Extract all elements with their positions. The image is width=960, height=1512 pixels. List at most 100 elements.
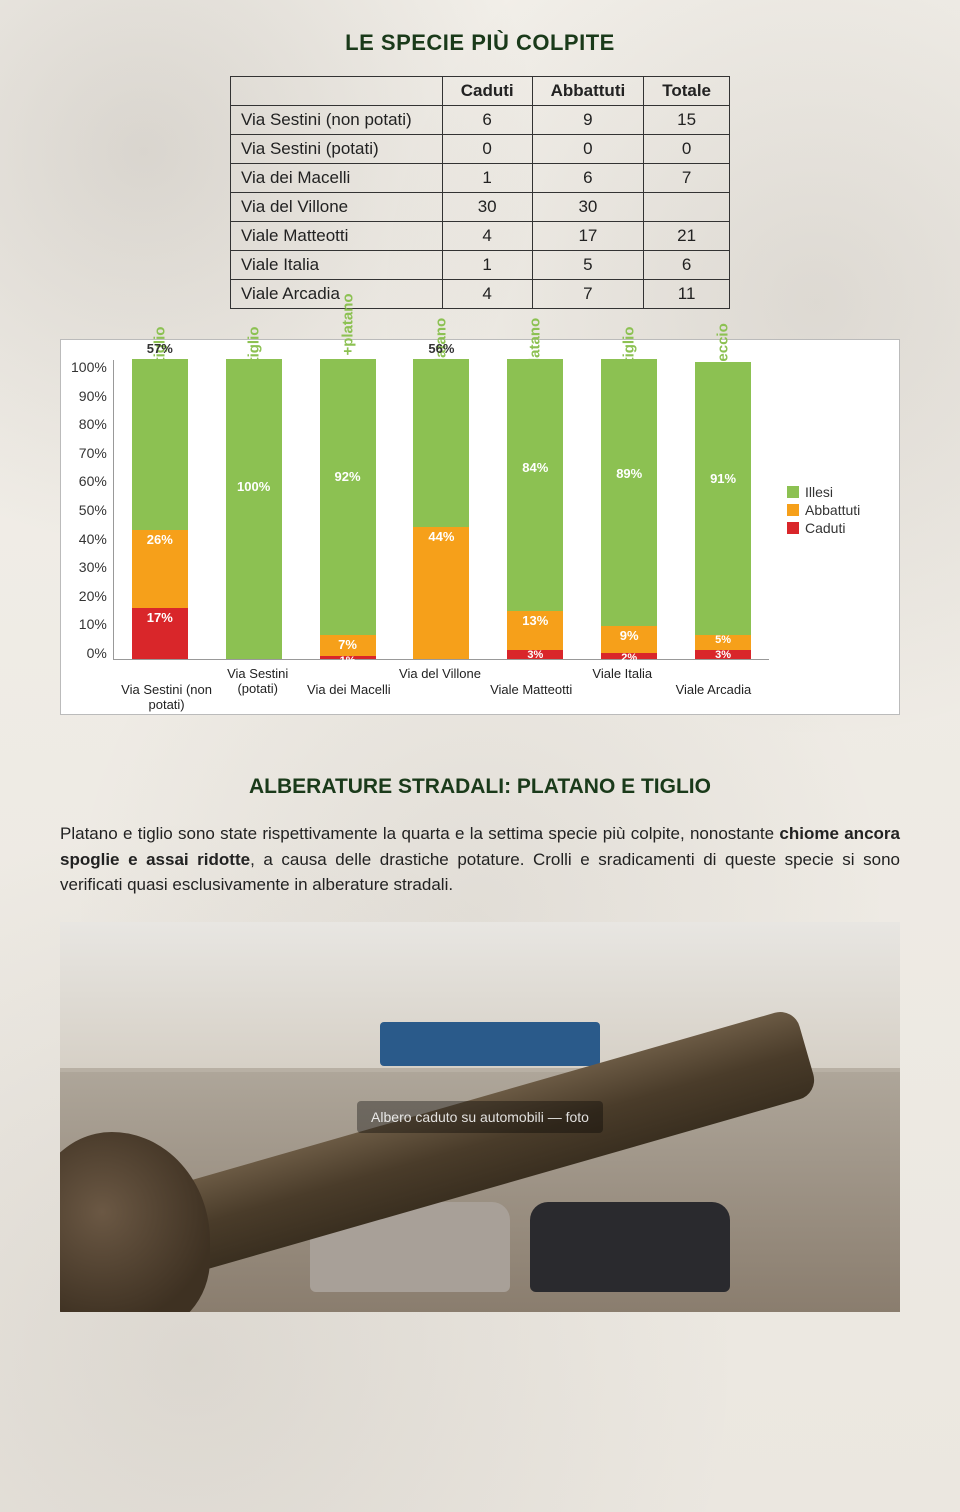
segment-value: 92% xyxy=(335,469,361,484)
y-tick: 90% xyxy=(79,389,107,403)
segment-value: 5% xyxy=(715,634,731,646)
legend-swatch xyxy=(787,522,799,534)
species-label: leccio xyxy=(715,323,732,366)
stacked-bar: leccio3%5%91% xyxy=(695,359,751,659)
x-label: Via Sestini (non potati) xyxy=(121,682,212,712)
fallen-tree-photo: Albero caduto su automobili — foto xyxy=(60,922,900,1312)
legend-swatch xyxy=(787,504,799,516)
legend-label: Illesi xyxy=(805,484,833,500)
x-label: Via Sestini (potati) xyxy=(212,666,303,696)
y-tick: 40% xyxy=(79,532,107,546)
y-tick: 70% xyxy=(79,446,107,460)
segment-value: 26% xyxy=(147,532,173,547)
bar-segment-illesi: 56% xyxy=(413,359,469,527)
bar-segment-abbattuti: 7% xyxy=(320,635,376,656)
y-tick: 10% xyxy=(79,617,107,631)
bar-column: tiglio +platano1%7%92% xyxy=(310,359,386,659)
bar-segment-illesi: 92% xyxy=(320,359,376,635)
segment-value: 89% xyxy=(616,466,642,481)
table-corner xyxy=(230,77,442,106)
table-cell: 6 xyxy=(644,251,730,280)
stacked-bar: tiglio100% xyxy=(226,359,282,659)
x-label: Via dei Macelli xyxy=(303,682,394,712)
table-cell: 21 xyxy=(644,222,730,251)
x-label: Via del Villone xyxy=(394,666,485,696)
segment-value: 100% xyxy=(237,479,270,494)
bar-column: platano44%56% xyxy=(403,359,479,659)
segment-value: 57% xyxy=(147,341,173,356)
x-label: Viale Italia xyxy=(577,666,668,696)
table-row-label: Viale Matteotti xyxy=(230,222,442,251)
chart-x-labels: Via Sestini (non potati)Via Sestini (pot… xyxy=(71,666,889,696)
x-label: Viale Matteotti xyxy=(486,682,577,712)
stacked-bar: tiglio +platano1%7%92% xyxy=(320,359,376,659)
table-cell: 7 xyxy=(532,280,644,309)
table-cell: 9 xyxy=(532,106,644,135)
stacked-bar: platano3%13%84% xyxy=(507,359,563,659)
y-tick: 50% xyxy=(79,503,107,517)
bar-segment-illesi: 100% xyxy=(226,359,282,659)
table-cell: 6 xyxy=(442,106,532,135)
legend-item: Caduti xyxy=(787,520,889,536)
species-chart: 100%90%80%70%60%50%40%30%20%10%0% tiglio… xyxy=(60,339,900,715)
section-title: ALBERATURE STRADALI: PLATANO E TIGLIO xyxy=(60,775,900,799)
table-cell: 4 xyxy=(442,222,532,251)
table-row-label: Viale Italia xyxy=(230,251,442,280)
table-row: Via del Villone3030 xyxy=(230,193,729,222)
chart-legend: IllesiAbbattutiCaduti xyxy=(769,360,889,660)
bar-segment-abbattuti: 26% xyxy=(132,530,188,608)
bar-segment-abbattuti: 44% xyxy=(413,527,469,659)
segment-value: 9% xyxy=(620,628,639,643)
stacked-bar: tiglio2%9%89% xyxy=(601,359,657,659)
table-cell: 0 xyxy=(442,135,532,164)
stacked-bar: tiglio17%26%57% xyxy=(132,359,188,659)
bar-segment-caduti: 17% xyxy=(132,608,188,659)
table-cell xyxy=(644,193,730,222)
table-header: Totale xyxy=(644,77,730,106)
legend-label: Caduti xyxy=(805,520,845,536)
y-tick: 20% xyxy=(79,589,107,603)
bar-segment-illesi: 57% xyxy=(132,359,188,530)
table-cell: 7 xyxy=(644,164,730,193)
table-row: Via Sestini (non potati)6915 xyxy=(230,106,729,135)
segment-value: 2% xyxy=(621,652,637,664)
photo-shop-sign xyxy=(380,1022,600,1066)
segment-value: 1% xyxy=(340,655,356,667)
table-header: Abbattuti xyxy=(532,77,644,106)
species-label: tiglio xyxy=(621,327,638,363)
bar-column: tiglio100% xyxy=(216,359,292,659)
table-row-label: Via del Villone xyxy=(230,193,442,222)
y-tick: 80% xyxy=(79,417,107,431)
bar-segment-caduti: 3% xyxy=(695,650,751,659)
table-row: Viale Matteotti41721 xyxy=(230,222,729,251)
stacked-bar: platano44%56% xyxy=(413,359,469,659)
bar-segment-caduti: 3% xyxy=(507,650,563,659)
section-body: Platano e tiglio sono state rispettivame… xyxy=(60,821,900,898)
segment-value: 13% xyxy=(522,613,548,628)
bar-segment-abbattuti: 13% xyxy=(507,611,563,650)
table-cell: 11 xyxy=(644,280,730,309)
table-cell: 4 xyxy=(442,280,532,309)
table-header: Caduti xyxy=(442,77,532,106)
page-content: LE SPECIE PIÙ COLPITE CadutiAbbattutiTot… xyxy=(0,0,960,1312)
y-tick: 100% xyxy=(71,360,107,374)
table-cell: 6 xyxy=(532,164,644,193)
table-cell: 1 xyxy=(442,251,532,280)
photo-root-ball xyxy=(60,1132,210,1312)
bar-segment-caduti: 2% xyxy=(601,653,657,659)
legend-item: Illesi xyxy=(787,484,889,500)
bar-column: platano3%13%84% xyxy=(497,359,573,659)
photo-caption: Albero caduto su automobili — foto xyxy=(357,1101,603,1133)
bar-segment-caduti: 1% xyxy=(320,656,376,659)
table-cell: 5 xyxy=(532,251,644,280)
segment-value: 3% xyxy=(715,649,731,661)
species-table: CadutiAbbattutiTotale Via Sestini (non p… xyxy=(230,76,730,309)
table-cell: 30 xyxy=(442,193,532,222)
table-row-label: Via dei Macelli xyxy=(230,164,442,193)
x-label: Viale Arcadia xyxy=(668,682,759,712)
legend-swatch xyxy=(787,486,799,498)
bar-segment-illesi: 91% xyxy=(695,362,751,635)
table-cell: 0 xyxy=(644,135,730,164)
y-tick: 30% xyxy=(79,560,107,574)
y-tick: 0% xyxy=(87,646,107,660)
